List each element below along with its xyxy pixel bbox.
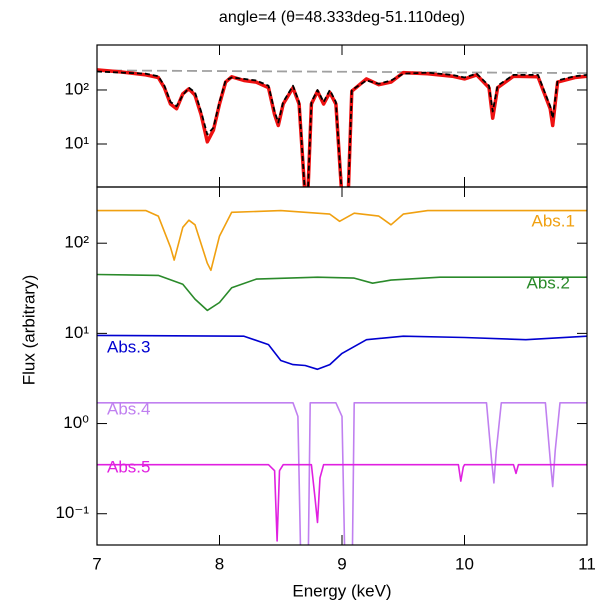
series-label: Abs.2 [527, 273, 570, 292]
series-line [97, 68, 587, 187]
series-label: Abs.1 [532, 211, 575, 230]
plot-area [97, 68, 587, 187]
x-tick-label: 8 [215, 554, 224, 573]
y-tick-label: 10⁻¹ [55, 503, 89, 522]
series-label: Abs.5 [107, 457, 150, 476]
series-line [97, 334, 587, 371]
chart-title: angle=4 (θ=48.333deg-51.110deg) [219, 9, 465, 26]
series-label: Abs.3 [107, 337, 150, 356]
x-tick-label: 11 [578, 554, 596, 573]
series-line [97, 70, 587, 187]
plot-area [97, 209, 587, 545]
y-tick-label: 10¹ [64, 133, 89, 152]
y-tick-label: 10² [64, 233, 89, 252]
series-line [97, 209, 587, 272]
plot-frame [96, 186, 588, 546]
series-line [97, 463, 587, 542]
y-tick-label: 10⁰ [63, 413, 89, 432]
plot-frame [96, 44, 588, 188]
y-axis-label: Flux (arbitrary) [19, 275, 38, 386]
series-line [97, 273, 587, 312]
series-label: Abs.4 [107, 399, 150, 418]
y-tick-label: 10¹ [64, 323, 89, 342]
x-axis-label: Energy (keV) [292, 581, 391, 600]
series-line [97, 69, 587, 74]
series-line [97, 402, 587, 545]
x-tick-label: 10 [455, 554, 474, 573]
y-tick-label: 10² [64, 79, 89, 98]
x-tick-label: 7 [92, 554, 101, 573]
x-tick-label: 9 [337, 554, 346, 573]
